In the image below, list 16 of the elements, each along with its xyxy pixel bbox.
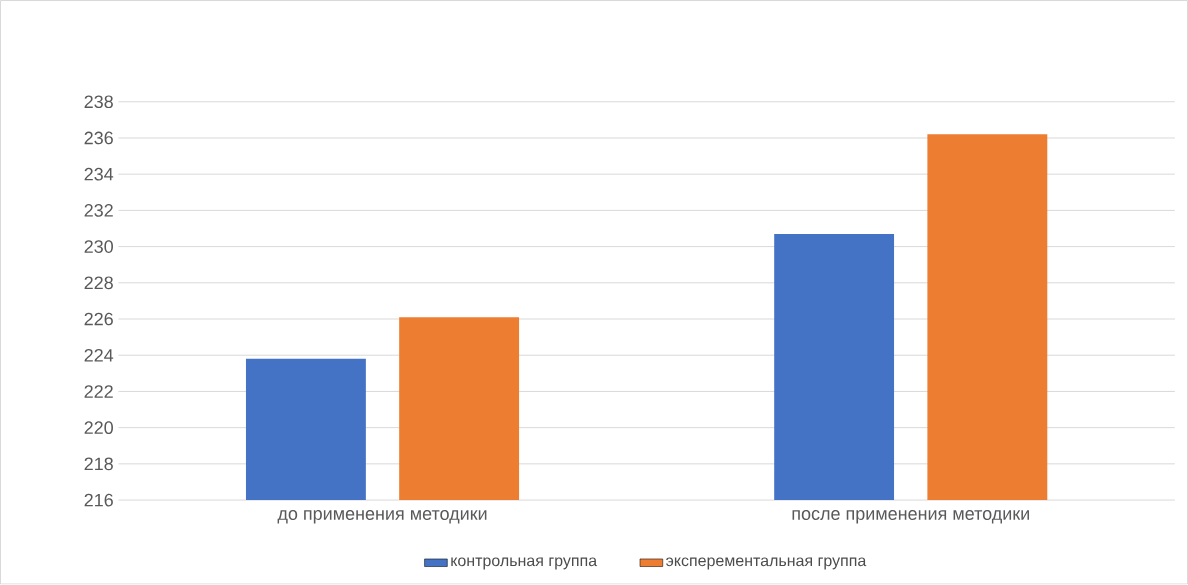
- x-tick-label: после применения методики: [792, 510, 1029, 524]
- y-tick-label: 236: [84, 131, 113, 145]
- y-tick-label: 218: [84, 457, 113, 471]
- y-tick-label: 222: [84, 385, 113, 398]
- y-tick-label: 216: [84, 493, 113, 507]
- y-tick-label: 224: [84, 349, 114, 362]
- y-tick-label: 230: [84, 240, 113, 254]
- x-tick-label: до применения методики: [277, 510, 487, 524]
- y-tick-label: 238: [84, 95, 113, 109]
- y-tick-label: 226: [84, 312, 113, 326]
- y-tick-label: 234: [84, 168, 114, 181]
- legend-label: контрольная группа: [451, 557, 598, 570]
- y-tick-label: 228: [84, 276, 113, 290]
- y-tick-label: 220: [84, 421, 113, 435]
- legend-label: эксперементальная группа: [666, 557, 867, 570]
- y-tick-label: 232: [84, 204, 113, 217]
